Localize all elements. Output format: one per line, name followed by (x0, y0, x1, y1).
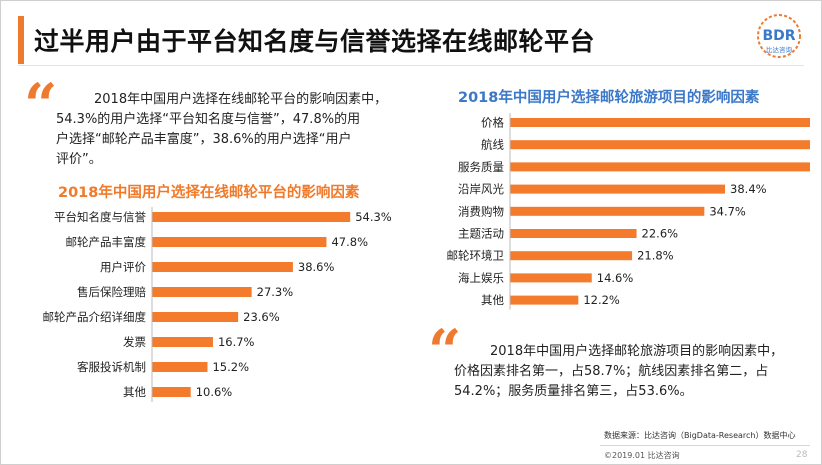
category-label: 客服投诉机制 (77, 360, 146, 374)
bar (152, 337, 213, 347)
left-paragraph-line: 户选择“邮轮产品丰富度”，38.6%的用户选择“用户 (56, 132, 352, 147)
right-paragraph: 2018年中国用户选择邮轮旅游项目的影响因素中， 价格因素排名第一，占58.7%… (454, 342, 814, 402)
bar (152, 362, 208, 372)
value-label: 38.4% (730, 182, 767, 196)
category-label: 海上娱乐 (458, 271, 504, 285)
right-paragraph-line: 2018年中国用户选择邮轮旅游项目的影响因素中， (490, 344, 784, 359)
bar (510, 206, 705, 216)
logo-subtext: 比达咨询 (766, 45, 793, 54)
bar (152, 237, 327, 247)
page-number: 28 (796, 450, 808, 460)
category-label: 其他 (123, 385, 146, 399)
value-label: 47.8% (331, 235, 368, 249)
category-label: 消费购物 (458, 204, 504, 218)
value-label: 27.3% (257, 285, 294, 299)
bar (510, 229, 637, 238)
value-label: 16.7% (218, 335, 255, 349)
value-label: 15.2% (212, 360, 249, 374)
title-divider (18, 65, 804, 66)
category-label: 平台知名度与信誉 (54, 210, 146, 224)
data-source: 数据来源：比达咨询（BigData-Research）数据中心 (604, 431, 796, 440)
bar (152, 387, 191, 397)
bar (510, 118, 810, 127)
right-paragraph-line: 价格因素排名第一，占58.7%；航线因素排名第二，占 (454, 364, 769, 379)
category-label: 邮轮环境卫 (447, 249, 505, 263)
category-label: 主题活动 (458, 227, 504, 241)
category-label: 售后保险理赔 (77, 285, 146, 299)
quote-icon: “ (428, 317, 462, 385)
bar (510, 295, 579, 305)
category-label: 用户评价 (100, 260, 146, 274)
category-label: 邮轮产品介绍详细度 (43, 310, 147, 324)
category-label: 服务质量 (458, 160, 504, 174)
title-accent-bar (18, 16, 24, 64)
bar (510, 273, 592, 283)
bar (152, 287, 252, 297)
category-label: 价格 (481, 116, 504, 130)
bar (152, 312, 239, 322)
left-paragraph: 2018年中国用户选择在线邮轮平台的影响因素中， 54.3%的用户选择“平台知名… (56, 90, 416, 170)
value-label: 22.6% (642, 227, 679, 241)
bar (152, 262, 293, 272)
logo-text: BDR (762, 28, 795, 44)
value-label: 38.6% (298, 260, 335, 274)
left-chart-title: 2018年中国用户选择在线邮轮平台的影响因素 (58, 185, 360, 201)
value-label: 34.7% (709, 204, 746, 218)
category-label: 其他 (481, 293, 504, 307)
category-label: 沿岸风光 (458, 182, 504, 196)
category-label: 发票 (123, 335, 146, 349)
copyright: ©2019.01 比达咨询 (604, 451, 680, 460)
left-bar-chart: 平台知名度与信誉 54.3% 邮轮产品丰富度 47.8% 用户评价 38.6% 售后保险理赔… (43, 207, 392, 402)
footer-divider (600, 445, 810, 446)
category-label: 邮轮产品丰富度 (66, 235, 147, 249)
bar (510, 184, 726, 194)
value-label: 23.6% (243, 310, 280, 324)
left-paragraph-line: 2018年中国用户选择在线邮轮平台的影响因素中， (94, 92, 388, 107)
right-bar-chart: 价格58.7%航线54.2%服务质量53.6%沿岸风光38.4%消费购物34.7… (447, 113, 810, 310)
bdr-logo: BDR 比达咨询 (757, 14, 801, 58)
value-label: 54.3% (355, 210, 392, 224)
value-label: 14.6% (597, 271, 634, 285)
left-paragraph-line: 评价”。 (56, 152, 102, 167)
value-label: 21.8% (637, 249, 674, 263)
value-label: 12.2% (583, 293, 620, 307)
category-label: 航线 (481, 138, 504, 152)
bar (152, 212, 351, 222)
page-title: 过半用户由于平台知名度与信誉选择在线邮轮平台 (34, 27, 596, 56)
value-label: 10.6% (196, 385, 233, 399)
bar (510, 140, 810, 150)
left-paragraph-line: 54.3%的用户选择“平台知名度与信誉”，47.8%的用 (56, 112, 361, 127)
right-paragraph-line: 54.2%；服务质量排名第三，占53.6%。 (454, 384, 693, 399)
right-chart-title: 2018年中国用户选择邮轮旅游项目的影响因素 (458, 90, 760, 106)
quote-icon: “ (24, 71, 58, 139)
bar (510, 251, 633, 261)
bar (510, 162, 810, 172)
